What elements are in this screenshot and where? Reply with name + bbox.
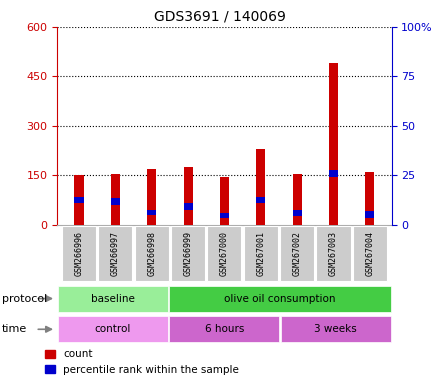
FancyBboxPatch shape	[169, 286, 391, 311]
Text: GSM266999: GSM266999	[183, 231, 193, 276]
FancyBboxPatch shape	[135, 226, 169, 281]
Text: control: control	[95, 324, 131, 334]
Bar	[293, 174, 302, 225]
FancyBboxPatch shape	[98, 226, 132, 281]
Text: olive oil consumption: olive oil consumption	[224, 293, 336, 304]
Bar	[220, 213, 229, 218]
FancyBboxPatch shape	[58, 316, 168, 342]
Bar	[365, 172, 374, 225]
Text: time: time	[2, 324, 27, 334]
Legend: count, percentile rank within the sample: count, percentile rank within the sample	[40, 345, 243, 379]
FancyBboxPatch shape	[316, 226, 351, 281]
Bar	[365, 212, 374, 218]
Text: GSM267001: GSM267001	[256, 231, 265, 276]
Bar	[329, 170, 338, 177]
Bar	[256, 149, 265, 225]
Text: baseline: baseline	[91, 293, 135, 304]
FancyBboxPatch shape	[353, 226, 387, 281]
Text: GSM266998: GSM266998	[147, 231, 156, 276]
Bar	[256, 197, 265, 203]
Text: 6 hours: 6 hours	[205, 324, 244, 334]
Text: protocol: protocol	[2, 294, 48, 304]
Text: 3 weeks: 3 weeks	[315, 324, 357, 334]
FancyBboxPatch shape	[280, 226, 314, 281]
Bar	[293, 210, 302, 217]
FancyBboxPatch shape	[62, 226, 96, 281]
Bar	[220, 177, 229, 225]
FancyBboxPatch shape	[58, 286, 168, 311]
Text: GSM266997: GSM266997	[111, 231, 120, 276]
Bar	[74, 175, 84, 225]
Bar	[74, 197, 84, 203]
Text: GSM267002: GSM267002	[293, 231, 301, 276]
Bar	[183, 167, 193, 225]
Text: GSM267003: GSM267003	[329, 231, 338, 276]
FancyBboxPatch shape	[169, 316, 279, 342]
Bar	[111, 174, 120, 225]
Bar	[111, 198, 120, 205]
Text: GSM267004: GSM267004	[365, 231, 374, 276]
FancyBboxPatch shape	[207, 226, 242, 281]
Bar	[329, 63, 338, 225]
Bar	[183, 203, 193, 210]
FancyBboxPatch shape	[281, 316, 391, 342]
Bar	[147, 169, 156, 225]
Text: GSM267000: GSM267000	[220, 231, 229, 276]
Bar	[147, 210, 156, 215]
FancyBboxPatch shape	[171, 226, 205, 281]
Text: GSM266996: GSM266996	[74, 231, 84, 276]
Text: GDS3691 / 140069: GDS3691 / 140069	[154, 10, 286, 23]
FancyBboxPatch shape	[244, 226, 278, 281]
